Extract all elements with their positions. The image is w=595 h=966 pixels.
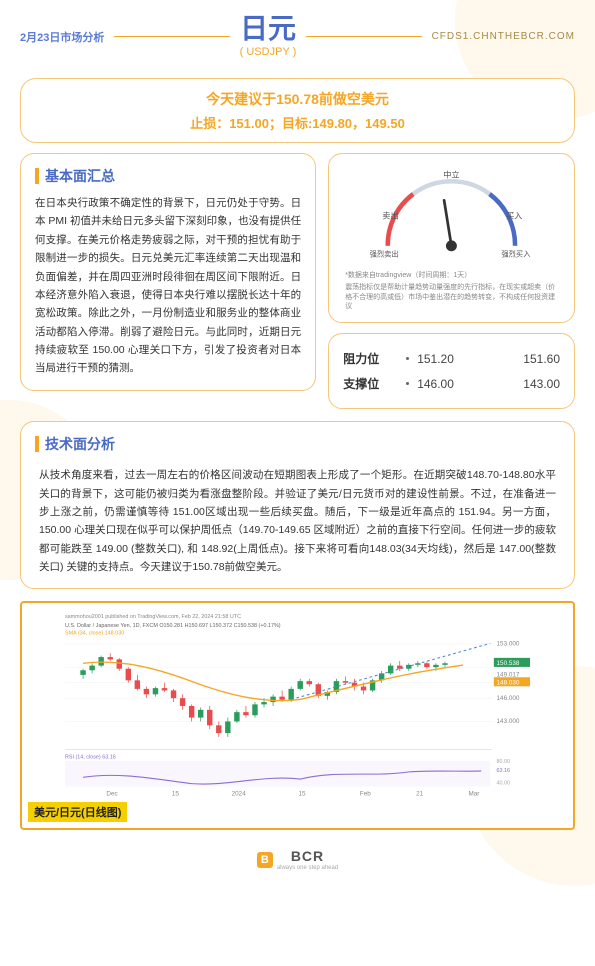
chart-caption: 美元/日元(日线图) <box>28 802 127 822</box>
svg-text:150.538: 150.538 <box>497 661 520 668</box>
support-row: 支撑位 146.00 143.00 <box>343 371 560 396</box>
svg-text:146.000: 146.000 <box>497 695 520 702</box>
svg-text:Dec: Dec <box>106 791 117 798</box>
divider <box>306 36 421 38</box>
support-label: 支撑位 <box>343 375 398 392</box>
site-url: CFDS1.CHNTHEBCR.COM <box>432 31 575 42</box>
technical-title: 技术面分析 <box>45 434 115 454</box>
analysis-date: 2月23日市场分析 <box>20 29 104 45</box>
resistance-value-2: 151.60 <box>523 352 560 366</box>
svg-text:143.000: 143.000 <box>497 719 520 726</box>
resistance-row: 阻力位 151.20 151.60 <box>343 346 560 371</box>
gauge-caption-2: 震荡指标仅是帮助计量趋势动量强度的先行指标，在现实或超卖（价格不合理的高或低）市… <box>339 283 564 312</box>
header: 2月23日市场分析 日元 ( USDJPY ) CFDS1.CHNTHEBCR.… <box>0 0 595 63</box>
support-value-2: 143.00 <box>523 377 560 391</box>
brand-tagline: always one step ahead <box>277 865 338 871</box>
brand-name: BCR <box>277 848 338 864</box>
fundamental-body: 在日本央行政策不确定性的背景下，日元仍处于守势。日本 PMI 初值并未给日元多头… <box>35 194 301 378</box>
svg-text:40.00: 40.00 <box>497 781 511 787</box>
title-block: 日元 ( USDJPY ) <box>240 15 297 58</box>
chart-sma-label: SMA (34, close) 148.030 <box>65 631 124 637</box>
gauge-caption-1: *数据来自tradingview（时间周期：1天） <box>339 271 564 281</box>
title-accent-bar <box>35 168 39 184</box>
gauge-label-buy: 买入 <box>506 212 522 221</box>
technical-card: 技术面分析 从技术角度来看，过去一周左右的价格区间波动在短期图表上形成了一个矩形… <box>20 421 575 589</box>
svg-text:63.16: 63.16 <box>497 768 511 774</box>
recommendation-box: 今天建议于150.78前做空美元 止损：151.00；目标:149.80，149… <box>20 78 575 143</box>
fundamental-title: 基本面汇总 <box>45 166 115 186</box>
support-value-1: 146.00 <box>417 377 523 391</box>
svg-text:2024: 2024 <box>232 791 247 798</box>
levels-card: 阻力位 151.20 151.60 支撑位 146.00 143.00 <box>328 333 575 409</box>
resistance-label: 阻力位 <box>343 350 398 367</box>
brand-icon: B <box>257 852 273 868</box>
svg-text:15: 15 <box>299 791 307 798</box>
title-accent-bar <box>35 436 39 452</box>
chart-pair-info: U.S. Dollar / Japanese Yen, 1D, FXCM O15… <box>65 624 281 630</box>
svg-text:Feb: Feb <box>360 791 371 798</box>
chart-publish-info: sammohou2001 published on TradingView.co… <box>65 614 241 620</box>
gauge-label-sell: 卖出 <box>383 211 399 221</box>
gauge-label-strong-buy: 强烈买入 <box>502 250 531 259</box>
price-chart: sammohou2001 published on TradingView.co… <box>28 609 567 799</box>
instrument-pair: ( USDJPY ) <box>240 46 297 58</box>
footer: B BCR always one step ahead <box>0 848 595 871</box>
reco-levels: 止损：151.00；目标:149.80，149.50 <box>36 113 559 132</box>
instrument-title: 日元 <box>240 15 297 43</box>
reco-action: 今天建议于150.78前做空美元 <box>36 89 559 109</box>
dot-icon <box>406 382 409 385</box>
divider <box>114 36 229 38</box>
svg-text:Mar: Mar <box>468 791 479 798</box>
svg-text:153.000: 153.000 <box>497 641 520 648</box>
svg-text:148.030: 148.030 <box>497 680 520 687</box>
dot-icon <box>406 357 409 360</box>
technical-body: 从技术角度来看，过去一周左右的价格区间波动在短期图表上形成了一个矩形。在近期突破… <box>35 462 560 576</box>
chart-card: sammohou2001 published on TradingView.co… <box>20 601 575 830</box>
fundamental-card: 基本面汇总 在日本央行政策不确定性的背景下，日元仍处于守势。日本 PMI 初值并… <box>20 153 316 391</box>
sentiment-gauge: 卖出 中立 买入 强烈卖出 强烈买入 <box>339 164 564 264</box>
resistance-value-1: 151.20 <box>417 352 523 366</box>
svg-text:15: 15 <box>172 791 180 798</box>
svg-text:21: 21 <box>416 791 424 798</box>
sentiment-gauge-card: 卖出 中立 买入 强烈卖出 强烈买入 *数据来自tradingview（时间周期… <box>328 153 575 323</box>
chart-rsi-label: RSI (14, close) 63.16 <box>65 755 116 761</box>
gauge-label-neutral: 中立 <box>443 170 459 180</box>
svg-text:80.00: 80.00 <box>497 759 511 765</box>
gauge-label-strong-sell: 强烈卖出 <box>370 250 399 259</box>
